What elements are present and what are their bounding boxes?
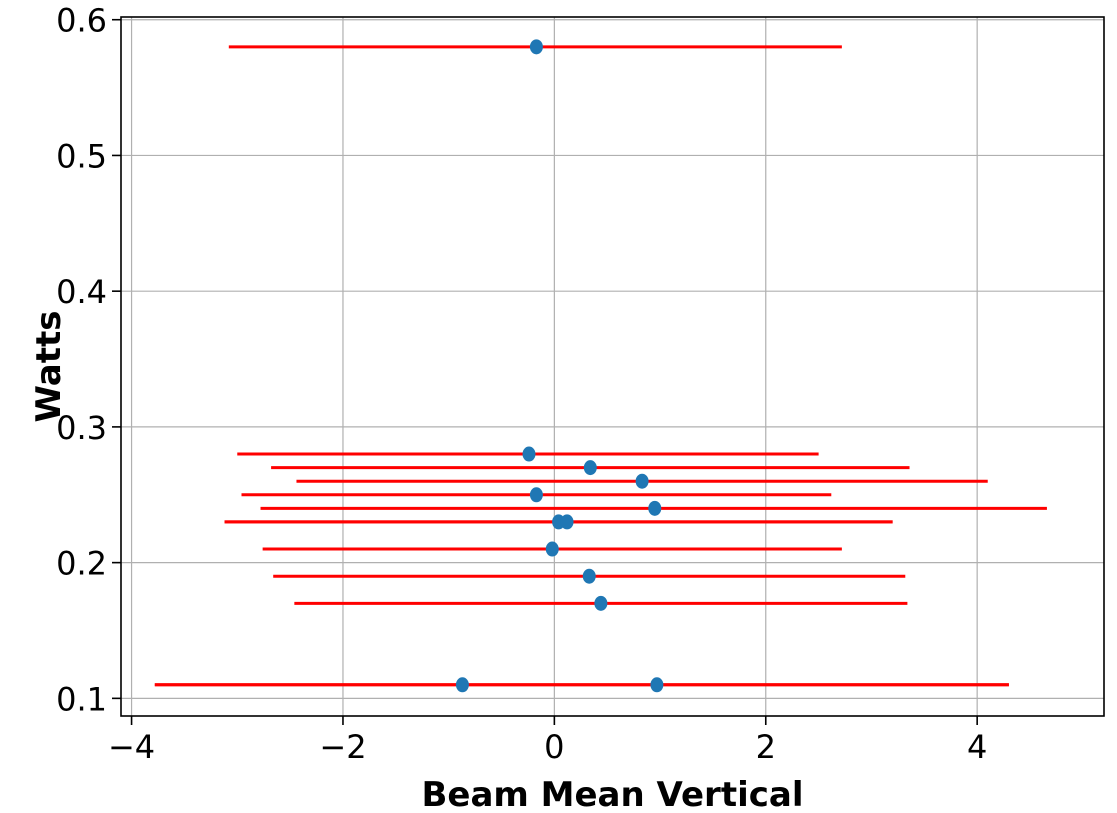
data-point xyxy=(522,446,536,462)
x-tick-label: 2 xyxy=(756,728,776,766)
data-point xyxy=(594,595,608,611)
point-layer xyxy=(455,39,664,693)
x-tick-label: −2 xyxy=(319,728,366,766)
y-tick-label: 0.4 xyxy=(56,273,107,311)
x-tick-label: 4 xyxy=(967,728,987,766)
x-axis-label: Beam Mean Vertical xyxy=(421,775,803,813)
y-axis-label: Watts xyxy=(29,311,69,423)
tick-layer: −4 −2 0 2 4 0.1 0.2 0.3 0.4 0.5 0.6 xyxy=(56,2,987,766)
y-tick-label: 0.1 xyxy=(56,680,107,718)
data-point xyxy=(648,500,662,516)
x-tick-label: −4 xyxy=(108,728,155,766)
data-point xyxy=(635,473,649,489)
data-point xyxy=(582,568,596,584)
data-point xyxy=(583,460,597,476)
data-point xyxy=(650,677,664,693)
grid-layer xyxy=(121,17,1104,716)
data-point xyxy=(545,541,559,557)
y-tick-label: 0.6 xyxy=(56,2,107,40)
y-tick-label: 0.3 xyxy=(56,409,107,447)
y-tick-label: 0.5 xyxy=(56,137,107,175)
data-point xyxy=(529,487,543,503)
data-point xyxy=(529,39,543,55)
plot-frame xyxy=(120,16,1105,717)
data-point xyxy=(455,677,469,693)
x-tick-label: 0 xyxy=(544,728,564,766)
errorbar-layer xyxy=(154,45,1047,687)
y-tick-label: 0.2 xyxy=(56,545,107,583)
data-point xyxy=(560,514,574,530)
